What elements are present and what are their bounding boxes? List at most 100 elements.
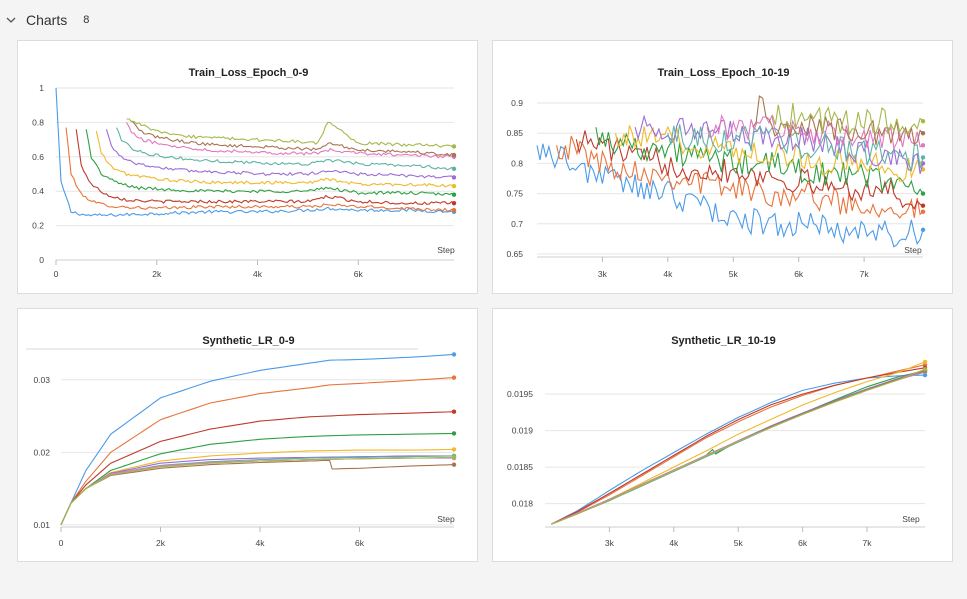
x-tick-label: 4k: [663, 269, 673, 279]
series-endpoint-9[interactable]: [451, 455, 457, 460]
chart-svg[interactable]: Synthetic_LR_0-9 0.01 0.02 0.03 0 2k 4k 6k Step: [18, 309, 479, 563]
charts-section-header[interactable]: Charts 8: [0, 8, 89, 32]
series-endpoint-3[interactable]: [451, 192, 457, 197]
x-tick-label: 2k: [152, 269, 162, 279]
series-line-10[interactable]: [536, 143, 924, 248]
series-endpoint-3[interactable]: [451, 431, 457, 436]
series-endpoint-12[interactable]: [920, 203, 926, 208]
chart-svg[interactable]: Synthetic_LR_10-19 0.018 0.0185 0.019 0.0195…: [493, 309, 954, 563]
chart-title: Train_Loss_Epoch_10-19: [657, 67, 789, 79]
series-line-16[interactable]: [667, 124, 924, 172]
y-tick-label: 0.8: [511, 158, 523, 168]
x-tick-label: 0: [54, 269, 59, 279]
chart-panel-train-loss-10-19[interactable]: Train_Loss_Epoch_10-19 0.65 0.7 0.75 0.8 0.85…: [492, 40, 953, 294]
chart-title: Train_Loss_Epoch_0-9: [189, 67, 309, 79]
series-endpoint-1[interactable]: [451, 375, 457, 380]
series-endpoint-14[interactable]: [922, 359, 928, 365]
series-endpoint-17[interactable]: [920, 143, 926, 148]
chart-panel-synthetic-lr-10-19[interactable]: Synthetic_LR_10-19 0.018 0.0185 0.019 0.0195…: [492, 308, 953, 562]
series-line-8[interactable]: [60, 459, 455, 526]
y-tick-label: 0.65: [506, 249, 523, 259]
series-endpoint-9[interactable]: [451, 144, 457, 149]
series-endpoint-4[interactable]: [451, 447, 457, 452]
series-line-9[interactable]: [126, 118, 455, 148]
x-tick-label: 7k: [860, 269, 870, 279]
x-axis-label: Step: [437, 514, 455, 524]
series-endpoint-11[interactable]: [920, 209, 926, 214]
series-line-0[interactable]: [60, 353, 455, 526]
y-tick-label: 0.019: [512, 426, 534, 436]
series-endpoint-4[interactable]: [451, 183, 457, 189]
y-tick-label: 0.9: [511, 98, 523, 108]
y-tick-label: 0.018: [512, 499, 534, 509]
series-line-6[interactable]: [116, 127, 455, 171]
x-tick-label: 4k: [253, 269, 263, 279]
x-tick-label: 4k: [255, 538, 265, 548]
series-line-1[interactable]: [60, 377, 455, 526]
x-tick-label: 5k: [734, 538, 744, 548]
x-tick-label: 2k: [156, 538, 166, 548]
series-line-3[interactable]: [85, 129, 455, 196]
series-line-2[interactable]: [60, 411, 455, 526]
chevron-down-icon[interactable]: [4, 13, 18, 27]
series-line-4[interactable]: [60, 448, 455, 526]
series-endpoint-5[interactable]: [451, 175, 457, 180]
chart-panel-synthetic-lr-0-9[interactable]: Synthetic_LR_0-9 0.01 0.02 0.03 0 2k 4k 6k Step: [17, 308, 478, 562]
y-tick-label: 0.2: [32, 221, 44, 231]
series-endpoint-8[interactable]: [451, 152, 457, 158]
y-tick-label: 1: [39, 83, 44, 93]
chart-svg[interactable]: Train_Loss_Epoch_0-9 0 0.2 0.4 0.6 0.8 1 0 2k 4k 6…: [18, 41, 479, 295]
series-line-2[interactable]: [75, 129, 455, 205]
x-axis-label: Step: [437, 245, 455, 255]
series-endpoint-10[interactable]: [920, 227, 926, 233]
x-axis-label: Step: [904, 245, 922, 255]
series-line-0[interactable]: [55, 87, 455, 217]
x-tick-label: 7k: [863, 538, 873, 548]
chart-svg[interactable]: Train_Loss_Epoch_10-19 0.65 0.7 0.75 0.8 0.85…: [493, 41, 954, 295]
x-tick-label: 6k: [794, 269, 804, 279]
series-line-7[interactable]: [60, 457, 454, 526]
y-tick-label: 0.4: [32, 186, 44, 196]
y-tick-label: 0.6: [32, 152, 44, 162]
series-line-15[interactable]: [634, 114, 924, 174]
series-line-13[interactable]: [595, 127, 924, 196]
x-axis-label: Step: [902, 514, 920, 524]
y-tick-label: 0.85: [506, 128, 523, 138]
series-endpoint-18[interactable]: [920, 131, 926, 136]
x-tick-label: 6k: [355, 538, 365, 548]
x-tick-label: 6k: [798, 538, 808, 548]
series-endpoint-6[interactable]: [451, 166, 457, 172]
y-tick-label: 0.0195: [507, 389, 533, 399]
y-tick-label: 0.75: [506, 189, 523, 199]
series-line-7[interactable]: [126, 122, 455, 159]
x-tick-label: 6k: [354, 269, 364, 279]
y-tick-label: 0: [39, 255, 44, 265]
series-line-9[interactable]: [60, 456, 455, 526]
series-line-5[interactable]: [105, 129, 455, 179]
series-line-3[interactable]: [60, 432, 455, 526]
series-endpoint-2[interactable]: [451, 409, 457, 414]
chart-panel-train-loss-0-9[interactable]: Train_Loss_Epoch_0-9 0 0.2 0.4 0.6 0.8 1 0 2k 4k 6…: [17, 40, 478, 294]
series-endpoint-1[interactable]: [451, 207, 457, 213]
series-endpoint-19[interactable]: [922, 367, 928, 372]
series-line-8[interactable]: [131, 120, 455, 157]
section-count: 8: [83, 14, 90, 26]
series-line-12[interactable]: [575, 130, 924, 210]
series-line-4[interactable]: [95, 130, 455, 188]
y-tick-label: 0.03: [33, 375, 50, 385]
y-tick-label: 0.0185: [507, 462, 533, 472]
series-endpoint-19[interactable]: [920, 118, 926, 124]
section-title: Charts: [26, 12, 68, 28]
series-line-12[interactable]: [551, 367, 926, 525]
series-endpoint-0[interactable]: [451, 352, 457, 357]
series-line-5[interactable]: [60, 455, 454, 526]
series-line-19[interactable]: [771, 103, 924, 136]
series-endpoint-2[interactable]: [451, 201, 457, 206]
series-line-19[interactable]: [551, 368, 926, 525]
y-tick-label: 0.01: [33, 520, 50, 530]
series-line-1[interactable]: [65, 127, 455, 212]
series-endpoint-13[interactable]: [920, 191, 926, 196]
series-endpoint-8[interactable]: [451, 462, 457, 467]
series-endpoint-16[interactable]: [920, 155, 926, 160]
y-tick-label: 0.7: [511, 219, 523, 229]
